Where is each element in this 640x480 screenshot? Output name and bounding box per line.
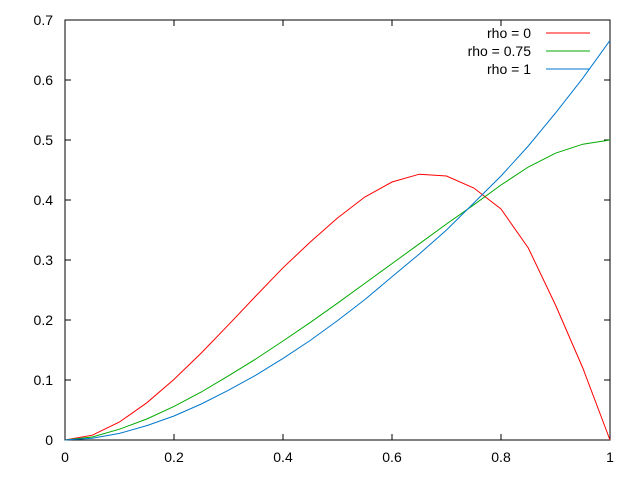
plot-frame [64,19,611,441]
series-group [64,40,611,441]
x-tick-label: 0.4 [273,449,293,465]
x-tick-label: 0.8 [491,449,511,465]
legend-label-1: rho = 0.75 [468,43,532,59]
legend: rho = 0 rho = 0.75 rho = 1 [468,25,590,77]
y-tick-label: 0.1 [34,372,54,388]
y-tick-label: 0.7 [34,12,54,28]
x-tick-label: 0.6 [382,449,402,465]
series-line-0 [64,173,611,441]
series-line-2 [64,40,611,441]
y-tick-label: 0.2 [34,312,54,328]
y-tick-label: 0 [45,432,53,448]
axis-ticks: 0 0.2 0.4 0.6 0.8 1 0 0.1 0.2 0.3 0.4 0.5 0.6 0.7 [34,12,615,465]
series-line-1 [64,139,611,441]
y-tick-label: 0.3 [34,252,54,268]
y-tick-label: 0.4 [34,192,54,208]
legend-label-2: rho = 1 [487,61,531,77]
legend-label-0: rho = 0 [487,25,531,41]
y-tick-label: 0.5 [34,132,54,148]
x-tick-label: 1 [606,449,614,465]
x-tick-label: 0.2 [164,449,184,465]
x-tick-label: 0 [61,449,69,465]
y-tick-label: 0.6 [34,72,54,88]
